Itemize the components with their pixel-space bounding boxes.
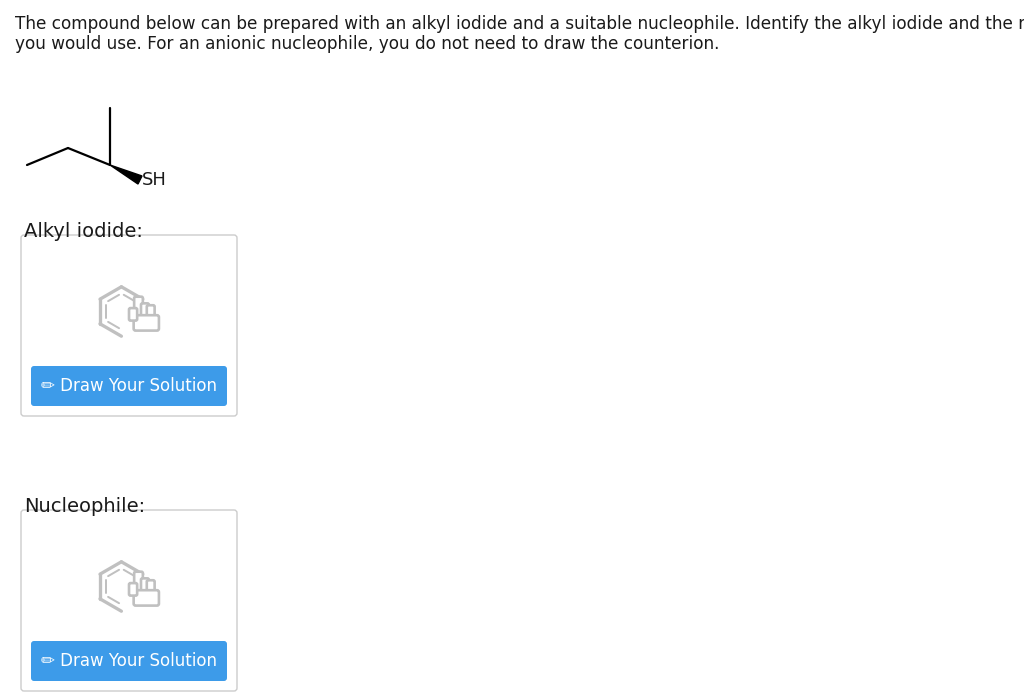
FancyBboxPatch shape: [134, 296, 143, 319]
Text: SH: SH: [142, 171, 167, 189]
FancyBboxPatch shape: [134, 590, 159, 605]
Polygon shape: [110, 165, 142, 184]
FancyBboxPatch shape: [146, 305, 155, 319]
Text: The compound below can be prepared with an alkyl iodide and a suitable nucleophi: The compound below can be prepared with …: [15, 15, 1024, 33]
FancyBboxPatch shape: [134, 315, 159, 331]
FancyBboxPatch shape: [129, 583, 137, 596]
Text: Alkyl iodide:: Alkyl iodide:: [24, 222, 143, 241]
FancyBboxPatch shape: [22, 510, 237, 691]
Text: Nucleophile:: Nucleophile:: [24, 497, 145, 516]
Text: ✏ Draw Your Solution: ✏ Draw Your Solution: [41, 652, 217, 670]
FancyBboxPatch shape: [22, 235, 237, 416]
FancyBboxPatch shape: [141, 578, 148, 593]
Text: you would use. For an anionic nucleophile, you do not need to draw the counterio: you would use. For an anionic nucleophil…: [15, 35, 720, 53]
FancyBboxPatch shape: [134, 572, 143, 593]
Text: ✏ Draw Your Solution: ✏ Draw Your Solution: [41, 377, 217, 395]
FancyBboxPatch shape: [31, 641, 227, 681]
FancyBboxPatch shape: [129, 308, 137, 321]
FancyBboxPatch shape: [141, 303, 148, 319]
FancyBboxPatch shape: [146, 580, 155, 593]
FancyBboxPatch shape: [31, 366, 227, 406]
